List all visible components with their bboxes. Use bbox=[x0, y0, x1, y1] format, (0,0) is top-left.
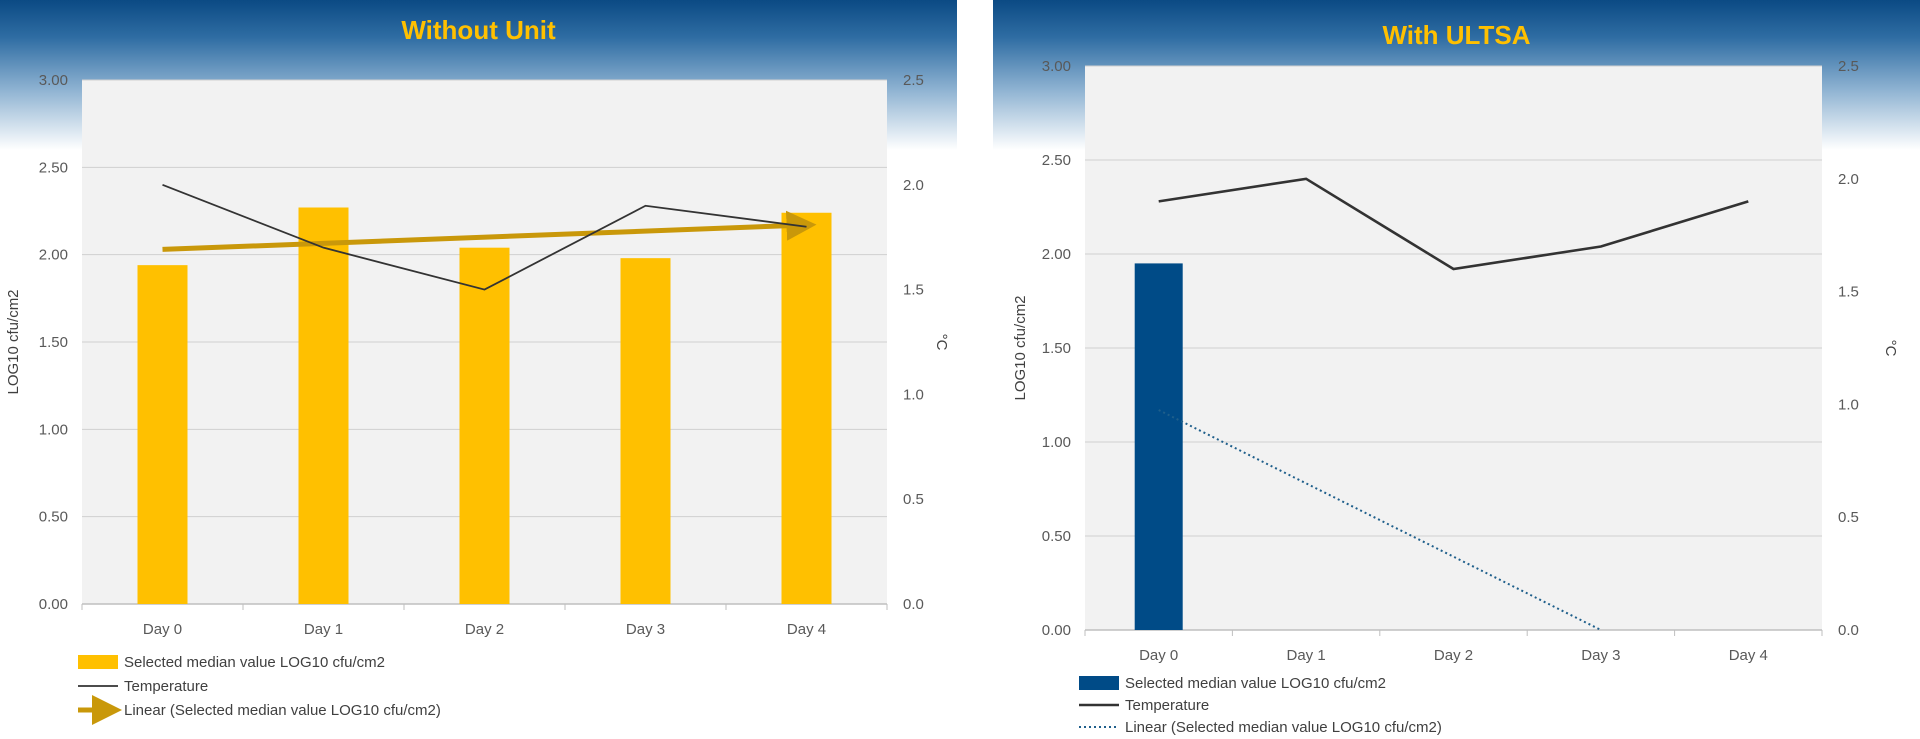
legend-label: Selected median value LOG10 cfu/cm2 bbox=[1125, 675, 1386, 692]
x-tick-label: Day 1 bbox=[1287, 647, 1326, 664]
y-tick-label: 2.50 bbox=[39, 159, 68, 176]
temperature-line bbox=[1158, 177, 1749, 271]
y2-tick-label: 1.0 bbox=[903, 386, 924, 403]
x-tick-label: Day 0 bbox=[143, 621, 182, 638]
x-tick-label: Day 0 bbox=[1139, 647, 1178, 664]
x-tick-label: Day 3 bbox=[626, 621, 665, 638]
legend-label: Linear (Selected median value LOG10 cfu/… bbox=[1125, 719, 1442, 736]
x-tick-label: Day 2 bbox=[465, 621, 504, 638]
y-tick-label: 1.50 bbox=[39, 334, 68, 351]
legend-swatch-bar bbox=[1079, 676, 1119, 690]
bar bbox=[459, 247, 510, 604]
chart-title: With ULTSA bbox=[1382, 20, 1531, 50]
legend-label: Selected median value LOG10 cfu/cm2 bbox=[124, 654, 385, 671]
y2-tick-label: 2.0 bbox=[903, 177, 924, 194]
y2-tick-label: 0.0 bbox=[1838, 622, 1859, 639]
y2-tick-label: 2.0 bbox=[1838, 171, 1859, 188]
chart-panel-without-unit: Without Unit 0.00 0.50 1.00 1.50 2.00 2.50 3.0… bbox=[0, 0, 957, 739]
y-tick-label: 3.00 bbox=[1042, 58, 1071, 75]
chart-title: Without Unit bbox=[401, 15, 556, 45]
x-tick-label: Day 2 bbox=[1434, 647, 1473, 664]
legend-swatch-bar bbox=[78, 655, 118, 669]
bar bbox=[137, 265, 188, 604]
chart-panel-with-ultsa: With ULTSA 0.00 0.50 1.00 1.50 2.00 2.50 3.00 0… bbox=[993, 0, 1920, 739]
y-axis-title: LOG10 cfu/cm2 bbox=[1012, 295, 1029, 400]
y2-tick-label: 1.5 bbox=[1838, 284, 1859, 301]
y2-tick-label: 2.5 bbox=[1838, 58, 1859, 75]
y-tick-label: 1.00 bbox=[1042, 434, 1071, 451]
chart-without-unit: 0.00 0.50 1.00 1.50 2.00 2.50 3.00 0.0 0.5 1.0 1.5… bbox=[5, 72, 950, 725]
chart-with-ultsa: 0.00 0.50 1.00 1.50 2.00 2.50 3.00 0.0 0.5 1.0 1.5… bbox=[1012, 58, 1899, 736]
y2-axis-title: °C bbox=[1882, 340, 1899, 357]
legend-label: Temperature bbox=[1125, 697, 1209, 714]
x-tick-label: Day 4 bbox=[787, 621, 826, 638]
y2-tick-label: 1.5 bbox=[903, 282, 924, 299]
y2-axis-title: °C bbox=[933, 334, 950, 351]
y-tick-label: 2.00 bbox=[1042, 246, 1071, 263]
temperature-line bbox=[162, 183, 807, 291]
y-axis-title: LOG10 cfu/cm2 bbox=[5, 289, 22, 394]
y2-tick-label: 0.5 bbox=[903, 491, 924, 508]
trendline bbox=[1158, 409, 1602, 631]
legend-label: Linear (Selected median value LOG10 cfu/… bbox=[124, 702, 441, 719]
y-tick-label: 0.50 bbox=[1042, 528, 1071, 545]
bar bbox=[298, 207, 349, 605]
y2-tick-label: 0.0 bbox=[903, 596, 924, 613]
y2-tick-label: 2.5 bbox=[903, 72, 924, 89]
y-tick-label: 0.50 bbox=[39, 509, 68, 526]
y-tick-label: 3.00 bbox=[39, 72, 68, 89]
bar bbox=[620, 258, 671, 604]
y-tick-label: 2.50 bbox=[1042, 152, 1071, 169]
x-tick-label: Day 3 bbox=[1581, 647, 1620, 664]
y2-tick-label: 0.5 bbox=[1838, 509, 1859, 526]
y-tick-label: 0.00 bbox=[1042, 622, 1071, 639]
y-tick-label: 1.50 bbox=[1042, 340, 1071, 357]
y2-tick-label: 1.0 bbox=[1838, 396, 1859, 413]
y-tick-label: 1.00 bbox=[39, 421, 68, 438]
trendline bbox=[162, 210, 817, 252]
y-tick-label: 0.00 bbox=[39, 596, 68, 613]
x-tick-label: Day 1 bbox=[304, 621, 343, 638]
y-tick-label: 2.00 bbox=[39, 247, 68, 264]
legend-label: Temperature bbox=[124, 678, 208, 695]
x-tick-label: Day 4 bbox=[1729, 647, 1768, 664]
bar bbox=[1134, 263, 1183, 630]
bar bbox=[781, 212, 832, 604]
